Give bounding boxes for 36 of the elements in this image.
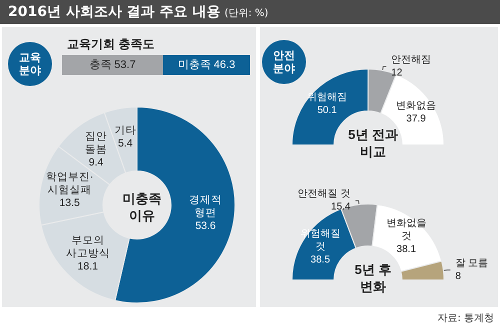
text: (단위: %) [224,8,268,19]
data-label: 38.1 [396,244,416,255]
slice-label: 안전해질 것 [298,188,350,200]
text: 2016년 사회조사 결과 주요 내용 [8,4,220,20]
text: 안전 분야 [262,40,306,84]
data-label: 9.4 [88,156,104,168]
data-label: 8 [455,270,462,282]
text: 교육 분야 [8,42,52,86]
text: 자료: 통계청 [437,312,494,325]
data-label: 13.5 [59,197,80,210]
data-label: 18.1 [78,260,98,272]
slice-label: 변화없을 것 [386,218,426,242]
data-label: 50.1 [317,104,338,116]
data-label: 53.7 [114,59,136,71]
data-label: 38.5 [310,254,330,266]
data-label: 12 [391,67,403,78]
text: 5년 전과 비교 [348,127,398,159]
text: 미충족 이유 [122,191,162,223]
slice-label: 부모의 사고방식 [66,234,110,260]
text: 5년 후 변화 [354,262,392,294]
slice-label: 위험해짐 [307,92,348,103]
data-label: 15.4 [331,202,351,213]
slice-label: 잘 모름 [455,258,488,269]
data-label: 53.6 [195,220,216,232]
slice-label: 집안 돌봄 [85,130,108,156]
slice-label: 학업부진·시험실패 [46,171,94,196]
slice-label: 변화없음 [396,100,436,112]
series-label: 충족 [89,59,112,71]
chart-title: 교육기회 충족도 [67,37,154,51]
slice-label: 안전해짐 [391,54,432,66]
data-label: 46.3 [214,59,236,71]
slice-label: 기타 [114,124,136,136]
series-label: 미충족 [178,59,211,71]
slice-label: 경제적 형편 [189,194,222,219]
data-label: 37.9 [406,113,426,124]
data-label: 5.4 [118,137,133,150]
